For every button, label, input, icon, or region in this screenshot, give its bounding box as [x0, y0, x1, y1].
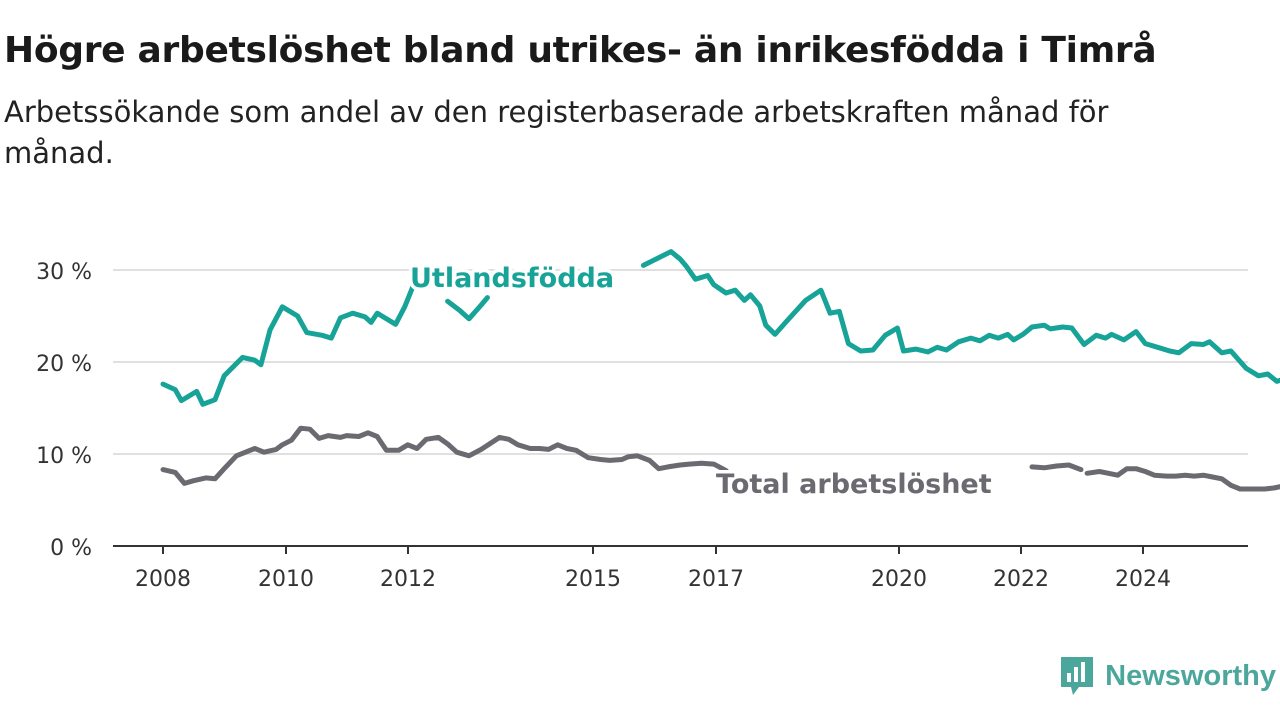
chart-title: Högre arbetslöshet bland utrikes- än inr…	[4, 30, 1157, 71]
x-tick-label: 2017	[688, 567, 744, 592]
x-tick-label: 2015	[565, 567, 621, 592]
x-tick-label: 2008	[135, 567, 191, 592]
series-line	[445, 295, 490, 322]
bar-chart-icon	[1061, 657, 1094, 695]
series-line	[1029, 462, 1084, 473]
x-tick-label: 2024	[1115, 567, 1171, 592]
series-label: Total arbetslöshet	[716, 469, 992, 500]
y-tick-label: 0 %	[50, 536, 92, 561]
x-tick-label: 2020	[871, 567, 927, 592]
x-tick-label: 2012	[380, 567, 436, 592]
y-tick-label: 20 %	[36, 352, 92, 377]
chart-subtitle: Arbetssökande som andel av den registerb…	[4, 95, 1109, 170]
y-tick-label: 10 %	[36, 444, 92, 469]
brand-name: Newsworthy	[1105, 659, 1276, 692]
newsworthy-logo: Newsworthy	[1059, 655, 1276, 697]
series-line	[160, 273, 420, 407]
y-tick-label: 30 %	[36, 260, 92, 285]
series-label: Utlandsfödda	[410, 263, 614, 294]
series-line	[160, 425, 778, 486]
series-line	[1084, 466, 1280, 492]
x-tick-label: 2022	[993, 567, 1049, 592]
x-tick-label: 2010	[258, 567, 314, 592]
series-line	[640, 249, 1280, 384]
